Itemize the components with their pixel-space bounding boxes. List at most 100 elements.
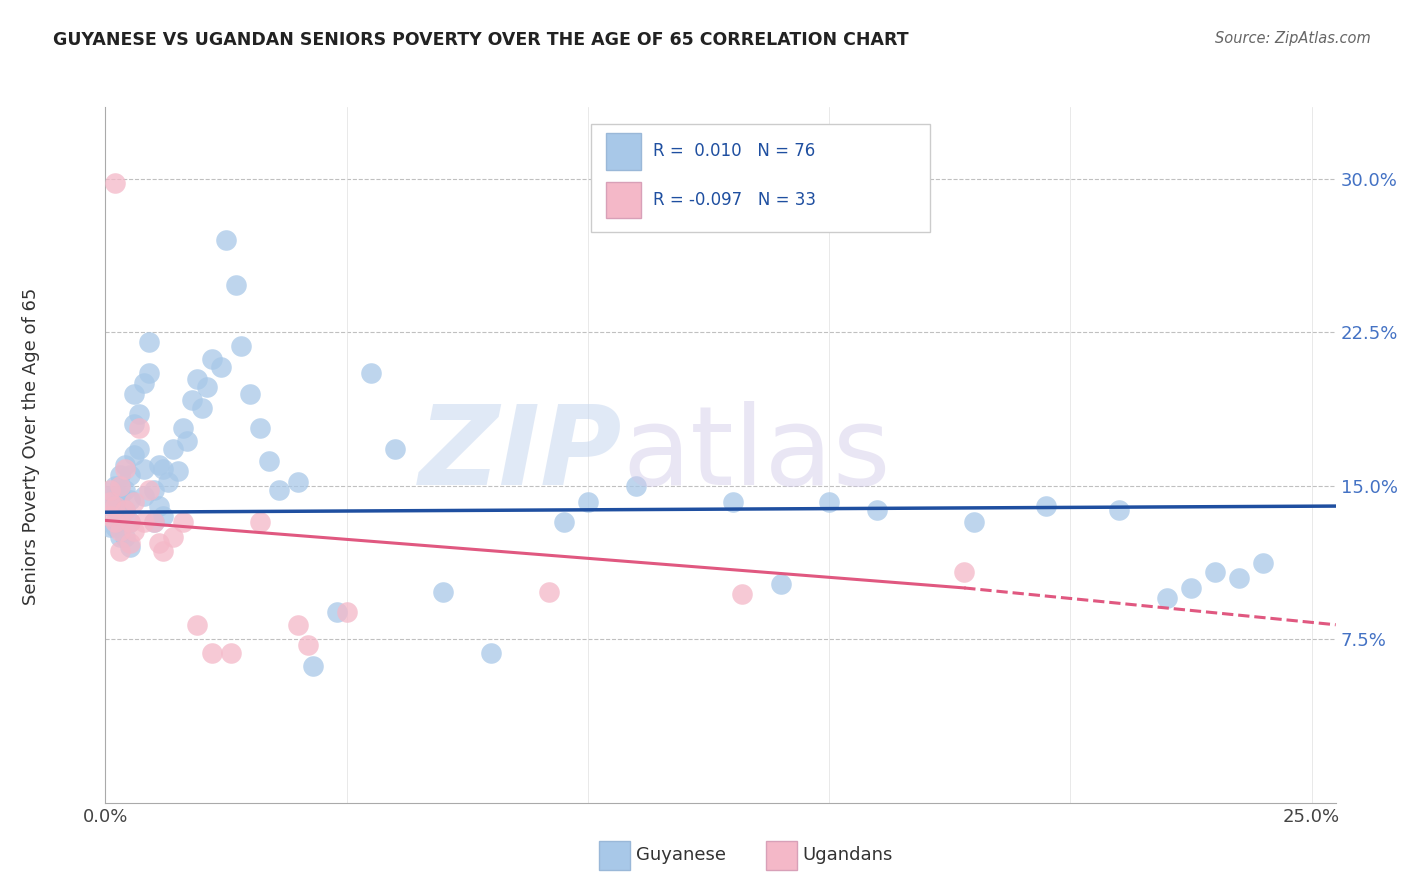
Point xyxy=(287,617,309,632)
Point xyxy=(215,233,238,247)
Point xyxy=(152,509,174,524)
Point xyxy=(128,442,150,456)
Point xyxy=(128,407,150,421)
Point xyxy=(138,483,160,497)
Point xyxy=(118,540,141,554)
Point xyxy=(157,475,180,489)
Point xyxy=(114,483,136,497)
Point xyxy=(108,468,131,483)
Point xyxy=(124,524,146,538)
Point xyxy=(186,372,208,386)
Point xyxy=(336,606,359,620)
Point xyxy=(98,499,121,513)
Point xyxy=(114,503,136,517)
Point xyxy=(953,565,976,579)
Point xyxy=(132,516,155,530)
Point xyxy=(98,483,121,497)
Point xyxy=(481,647,503,661)
Point xyxy=(98,519,121,533)
Point xyxy=(360,366,382,380)
Point xyxy=(152,544,174,558)
Point xyxy=(148,499,170,513)
Point xyxy=(384,442,406,456)
Text: Source: ZipAtlas.com: Source: ZipAtlas.com xyxy=(1215,31,1371,46)
Point xyxy=(624,478,647,492)
Text: Guyanese: Guyanese xyxy=(636,847,725,864)
Point xyxy=(128,421,150,435)
Point xyxy=(219,647,242,661)
Point xyxy=(239,386,262,401)
Point xyxy=(297,638,319,652)
Point xyxy=(152,462,174,476)
Point xyxy=(769,577,792,591)
Point xyxy=(176,434,198,448)
FancyBboxPatch shape xyxy=(592,124,929,232)
Point xyxy=(118,516,141,530)
Point xyxy=(118,492,141,507)
Point xyxy=(108,489,131,503)
Point xyxy=(538,585,561,599)
Point xyxy=(124,386,146,401)
Point xyxy=(172,516,194,530)
Point xyxy=(98,509,121,524)
Point xyxy=(148,536,170,550)
Text: R = -0.097   N = 33: R = -0.097 N = 33 xyxy=(652,191,815,209)
Point xyxy=(118,516,141,530)
Point xyxy=(108,478,131,492)
Point xyxy=(108,530,131,544)
Point xyxy=(114,458,136,472)
Point xyxy=(108,524,131,538)
Point xyxy=(229,339,252,353)
Point xyxy=(114,462,136,476)
Point xyxy=(553,516,575,530)
Point xyxy=(1108,503,1130,517)
Point xyxy=(209,359,232,374)
Point xyxy=(963,516,986,530)
Point xyxy=(142,516,165,530)
Point xyxy=(1227,571,1250,585)
Point xyxy=(1156,591,1178,606)
Point xyxy=(132,376,155,391)
Point xyxy=(104,499,127,513)
Point xyxy=(1035,499,1057,513)
Point xyxy=(124,448,146,462)
Point xyxy=(104,519,127,533)
Point xyxy=(142,516,165,530)
Point xyxy=(249,421,271,435)
Point xyxy=(225,278,247,293)
Point xyxy=(124,417,146,432)
Point xyxy=(104,499,127,513)
Point xyxy=(200,647,222,661)
Point xyxy=(191,401,214,415)
Point xyxy=(269,483,291,497)
Point xyxy=(249,516,271,530)
Point xyxy=(108,544,131,558)
Point xyxy=(731,587,754,601)
Point xyxy=(142,483,165,497)
Point xyxy=(866,503,889,517)
Point xyxy=(259,454,281,468)
Point xyxy=(172,421,194,435)
Text: atlas: atlas xyxy=(621,401,890,508)
FancyBboxPatch shape xyxy=(606,182,641,219)
Point xyxy=(108,478,131,492)
Text: Seniors Poverty Over the Age of 65: Seniors Poverty Over the Age of 65 xyxy=(22,287,39,605)
Point xyxy=(104,489,127,503)
Point xyxy=(118,468,141,483)
Point xyxy=(98,489,121,503)
Point xyxy=(162,442,184,456)
Point xyxy=(1204,565,1226,579)
Point xyxy=(181,392,204,407)
Text: Ugandans: Ugandans xyxy=(803,847,893,864)
Point xyxy=(98,495,121,509)
Point xyxy=(162,530,184,544)
Text: R =  0.010   N = 76: R = 0.010 N = 76 xyxy=(652,142,815,160)
Point xyxy=(138,366,160,380)
Point xyxy=(186,617,208,632)
Point xyxy=(114,503,136,517)
Point xyxy=(118,536,141,550)
Point xyxy=(104,516,127,530)
Point xyxy=(114,530,136,544)
Point xyxy=(138,335,160,350)
Point xyxy=(432,585,454,599)
